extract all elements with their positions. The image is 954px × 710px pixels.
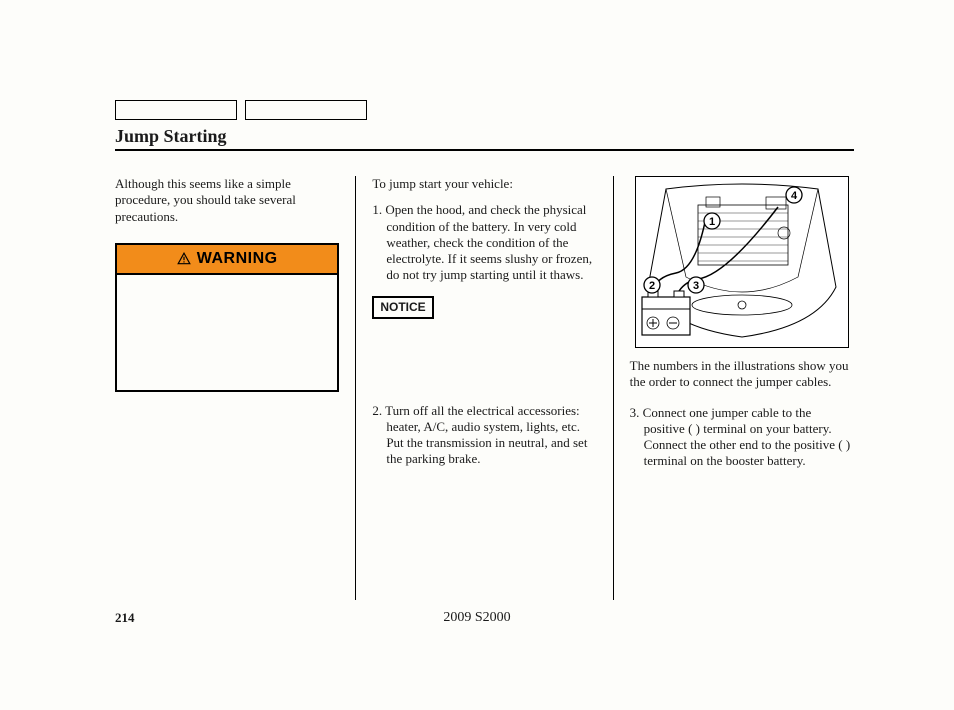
column-divider-2: [613, 176, 614, 600]
column-3: 1 2 3 4 The numbers in the illustrations…: [620, 176, 854, 600]
link-box-1: [115, 100, 237, 120]
step-2: 2. Turn off all the electrical accessori…: [372, 403, 596, 468]
footer-model: 2009 S2000: [0, 610, 954, 626]
warning-triangle-icon: [177, 252, 191, 266]
lead-line: To jump start your vehicle:: [372, 176, 596, 192]
header-link-boxes: [115, 100, 367, 120]
content-columns: Although this seems like a simple proced…: [115, 176, 854, 600]
callout-4: 4: [791, 190, 798, 202]
notice-box: NOTICE: [372, 296, 433, 319]
warning-label: WARNING: [197, 249, 278, 269]
spacing: [372, 319, 596, 399]
column-divider-1: [355, 176, 356, 600]
column-2: To jump start your vehicle: 1. Open the …: [362, 176, 606, 600]
manual-page: Jump Starting Although this seems like a…: [0, 0, 954, 710]
engine-illustration: 1 2 3 4: [635, 176, 849, 348]
link-box-2: [245, 100, 367, 120]
warning-box: WARNING: [115, 243, 339, 392]
intro-paragraph: Although this seems like a simple proced…: [115, 176, 339, 225]
step-3: 3. Connect one jumper cable to the posit…: [630, 405, 854, 470]
title-row: Jump Starting: [115, 126, 854, 151]
illustration-caption: The numbers in the illustrations show yo…: [630, 358, 854, 391]
column-1: Although this seems like a simple proced…: [115, 176, 349, 600]
engine-svg: 1 2 3 4: [636, 177, 848, 347]
callout-2: 2: [649, 280, 655, 292]
page-title: Jump Starting: [115, 126, 227, 146]
warning-header: WARNING: [117, 245, 337, 275]
step-1: 1. Open the hood, and check the physical…: [372, 202, 596, 283]
callout-3: 3: [693, 280, 699, 292]
callout-1: 1: [709, 216, 715, 228]
